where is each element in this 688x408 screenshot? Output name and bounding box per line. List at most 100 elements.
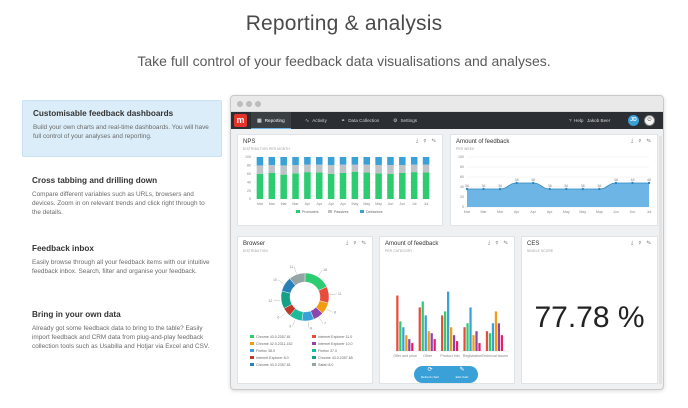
zoom-icon[interactable]: ⚲ [638,138,644,144]
category-bar [472,335,475,351]
download-icon[interactable]: ⤓ [345,240,351,246]
zoom-icon[interactable]: ⚲ [353,240,359,246]
category-bar [500,335,504,351]
edit-chart-button[interactable]: ✎ Edit chart [446,366,478,383]
data-point [515,181,518,185]
feature-title: Feedback inbox [32,244,94,253]
legend-swatch [296,210,300,213]
activity-icon: ∿ [305,118,310,124]
x-tick-label: Mar [464,210,471,214]
zoom-icon[interactable]: ⚲ [423,138,429,144]
x-tick-label: May [363,202,370,206]
nps-bar-segment [387,164,394,174]
tab-data-collection[interactable]: ⚭ Data Collection [335,112,385,129]
slice-leader [293,266,297,274]
edit-icon[interactable]: ✎ [503,240,510,246]
legend-label: Internet Explorer 8.0 [256,356,289,360]
y-tick-label: 0 [249,197,251,201]
slice-value-label: 9 [289,324,291,328]
nps-bar-segment [422,157,430,165]
help-icon[interactable]: ? [569,118,572,123]
edit-icon[interactable]: ✎ [431,138,438,144]
nps-bar-segment [387,157,394,165]
panel-tools: ⤓ ⚲ ✎ [631,138,653,144]
edit-icon[interactable]: ✎ [646,138,653,144]
help-link[interactable]: Help [574,118,584,123]
x-tick-label: Jul [647,210,652,214]
panel-subtitle: PER CATEGORY [385,249,413,253]
feature-item-dashboards[interactable]: Customisable feedback dashboards Build y… [22,100,222,157]
feature-item-own-data[interactable]: Bring in your own data Already got some … [22,302,222,372]
navbar-right: ? Help Jakob Beer JD ⏻ [569,112,659,129]
nps-chart: 0 20 40 60 80 100 Mar Mar Mar Mar Apr Apr Apr Apr May M… [245,155,432,214]
refresh-chart-button[interactable]: ⟳ Refresh chart [414,366,446,383]
slice-value-label: 11 [289,265,293,269]
legend-label: Safari 8.0 [318,363,333,367]
data-point [647,181,651,185]
chart-action-bar: ⟳ Refresh chart ✎ Edit chart [414,366,478,383]
nps-bar-segment [387,173,394,199]
tab-activity[interactable]: ∿ Activity [299,112,333,129]
category-bar [475,331,478,351]
nps-bar-segment [339,172,347,199]
feature-item-inbox[interactable]: Feedback inbox Easily browse through all… [22,236,222,296]
window-minimize-dot[interactable] [246,101,252,107]
data-label: 36 [482,184,486,188]
nps-bar-segment [327,173,335,199]
panel-subtitle: SINGLE SCORE [527,249,554,253]
category-bar [485,331,489,351]
nps-panel: NPS DISTRIBUTION PER MONTH ⤓ ⚲ ✎ 0 20 40 60… [237,134,443,226]
category-bar [424,315,427,351]
zoom-icon[interactable]: ⚲ [638,240,644,246]
nps-bar-segment [339,164,347,173]
edit-icon[interactable]: ✎ [646,240,653,246]
feature-text: Build your own charts and real-time dash… [33,124,209,140]
feature-text: Compare different variables such as URLs… [32,191,205,216]
y-tick-label: 0 [462,205,464,209]
feature-title: Cross tabbing and drilling down [32,176,158,185]
panel-tools: ⤓ ⚲ ✎ [416,138,438,144]
browser-chart: 18 11 8 7 8 9 6 12 10 11 Chrome 43.0.2357.81 Intern… [250,265,353,367]
nps-bar-segment [268,172,276,199]
brand-logo[interactable]: m [234,114,247,127]
window-close-dot[interactable] [237,101,243,107]
legend-swatch [312,349,316,352]
x-tick-label: Apr [316,202,322,206]
feature-item-cross-tabbing[interactable]: Cross tabbing and drilling down Compare … [22,168,222,230]
data-point [482,187,485,191]
x-tick-label: Jun [388,202,394,206]
avatar[interactable]: JD [628,115,639,126]
x-tick-label: Technical issues [482,354,508,358]
edit-icon[interactable]: ✎ [361,240,368,246]
tab-settings[interactable]: ⚙ Settings [387,112,423,129]
data-label: 36 [597,184,601,188]
slice-value-label: 12 [268,299,272,303]
scrollbar[interactable] [659,136,662,384]
feature-text: Easily browse through all your feedback … [32,259,210,275]
window-titlebar [231,96,663,112]
category-bar [433,339,436,351]
slice-leader [307,321,310,329]
x-tick-label: Jun [399,202,405,206]
download-icon[interactable]: ⤓ [487,240,493,246]
user-name[interactable]: Jakob Beer [587,118,611,123]
category-bar [463,327,466,351]
data-label: 48 [515,178,519,182]
window-maximize-dot[interactable] [255,101,261,107]
user-settings-icon[interactable]: ⏻ [644,115,655,126]
data-point [565,187,568,191]
refresh-icon: ⟳ [427,367,433,373]
zoom-icon[interactable]: ⚲ [495,240,501,246]
x-tick-label: Apr [530,210,536,214]
tab-reporting[interactable]: ▦ Reporting [251,112,291,129]
legend-label: Chrome 43.0.2357.81 [256,335,291,339]
slice-leader [318,269,323,276]
nps-bar-segment [339,157,347,165]
download-icon[interactable]: ⤓ [415,138,421,144]
download-icon[interactable]: ⤓ [630,138,636,144]
download-icon[interactable]: ⤓ [630,240,636,246]
panel-title: NPS [243,139,256,145]
category-bar [411,343,414,351]
gear-icon: ⚙ [393,118,398,124]
area-line [467,182,649,190]
